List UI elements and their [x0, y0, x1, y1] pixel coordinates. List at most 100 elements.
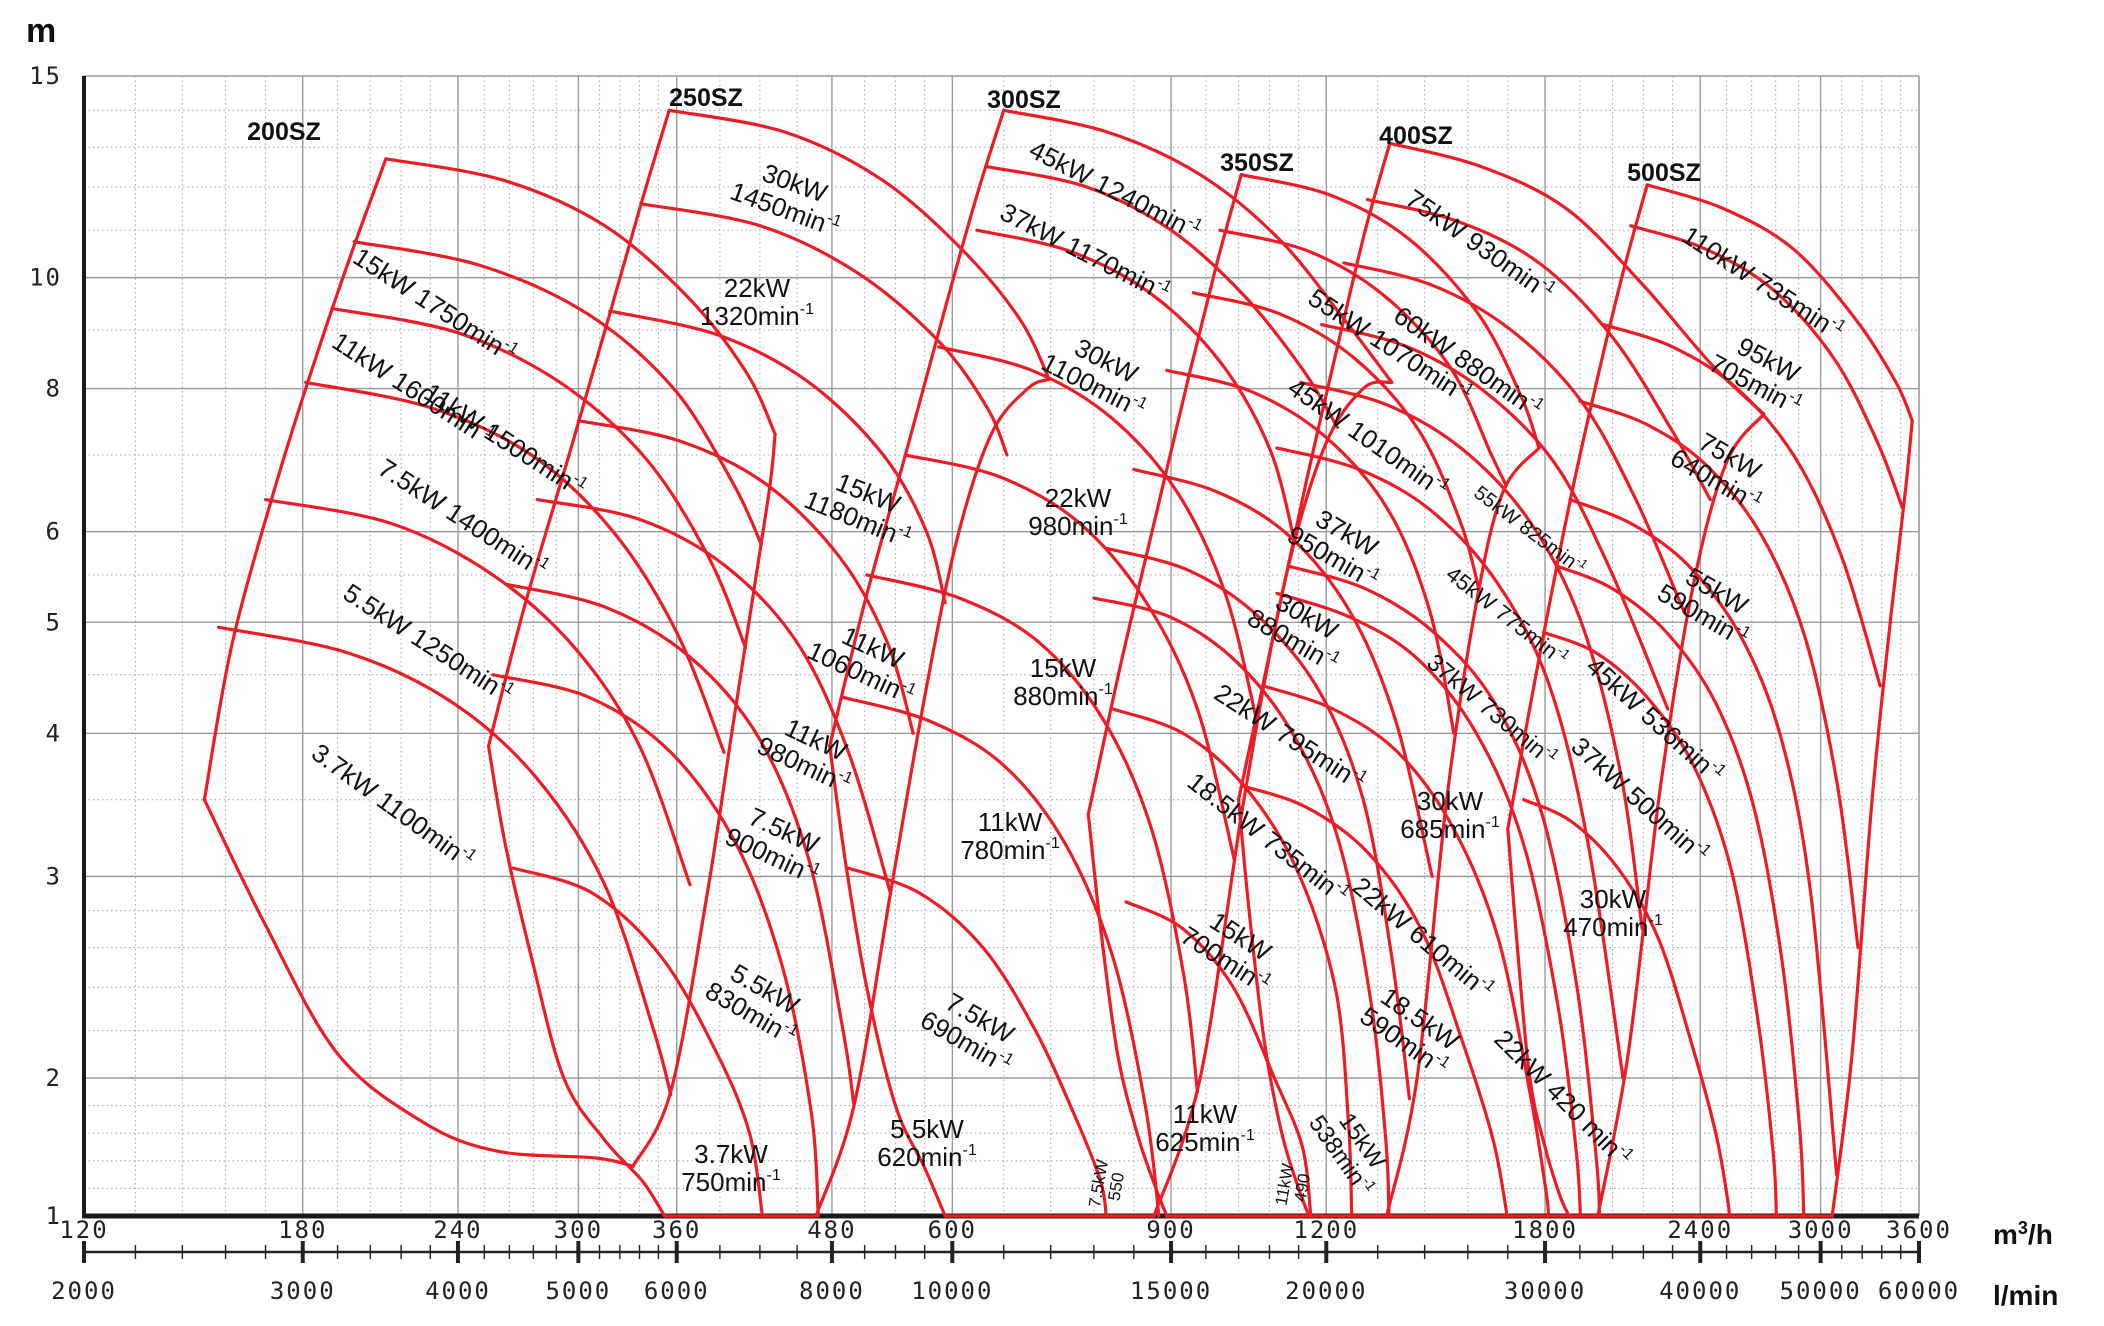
350SZ-arc-550: [1124, 900, 1313, 1218]
300SZ-lowleft: [828, 744, 947, 1218]
250SZ-right: [814, 377, 1051, 1218]
500SZ-lowleft: [1506, 827, 1571, 1218]
250SZ-arc-830: [491, 673, 820, 1218]
series-title-250SZ: 250SZ: [669, 84, 743, 112]
x-tick-lmin-10000: 10000: [911, 1277, 993, 1305]
300SZ-arc-1100: [975, 228, 1296, 542]
curve-label-22kW-980min: 22kW 980min-1: [1028, 483, 1128, 541]
envelope-200SZ: [202, 157, 777, 1168]
y-tick-5: 5: [46, 608, 62, 636]
curve-label-11kW-780min: 11kW 780min-1: [960, 807, 1060, 865]
x-tick-m3h-900: 900: [1146, 1216, 1195, 1244]
350SZ-arc-625: [1111, 707, 1354, 1218]
400SZ-arc-685: [1275, 446, 1625, 1080]
curve-label-30kW-685min: 30kW 685min-1: [1400, 786, 1500, 844]
500SZ-arc-590: [1578, 399, 1860, 950]
400SZ-arc-490: [1239, 784, 1509, 1218]
500SZ-top: [1645, 183, 1914, 423]
500SZ-arc-536: [1568, 497, 1839, 1177]
400SZ-arc-730: [1299, 380, 1644, 931]
200SZ-arc-1500: [330, 306, 748, 650]
400SZ-arc-880: [1365, 197, 1712, 502]
350SZ-lowleft: [1086, 812, 1169, 1218]
envelope-400SZ: [1237, 141, 1766, 1218]
200SZ-bottom: [202, 798, 635, 1168]
300SZ-arc-1170: [985, 165, 1339, 429]
250SZ-lowleft: [486, 744, 667, 1218]
x-tick-lmin-3000: 3000: [270, 1277, 336, 1305]
300SZ-arc-690: [841, 695, 1161, 1218]
curve-label-22kW-1320min: 22kW 1320min-1: [700, 273, 814, 331]
x-tick-lmin-30000: 30000: [1504, 1277, 1586, 1305]
grid-lines: [84, 76, 1919, 1216]
curve-label-11kW-625min: 11kW 625min-1: [1155, 1099, 1255, 1157]
series-title-400SZ: 400SZ: [1379, 122, 1453, 150]
500SZ-arc-640: [1601, 322, 1882, 688]
400SZ-top: [1388, 141, 1766, 416]
400SZ-lowleft: [1237, 798, 1311, 1218]
x-tick-lmin-20000: 20000: [1285, 1277, 1367, 1305]
series-titles: 200SZ 250SZ 300SZ 350SZ 400SZ 500SZ: [247, 84, 1701, 187]
200SZ-left: [202, 157, 388, 802]
350SZ-arc-700: [1092, 596, 1391, 1218]
envelope-300SZ: [828, 108, 1394, 1218]
curve-label-11kW-490: 11kW490: [1272, 1162, 1316, 1210]
y-tick-1: 1: [46, 1202, 62, 1230]
y-axis-unit-label: m: [26, 12, 56, 50]
y-axis-labels: 15 10 8 6 5 4 3 2 1 m: [26, 12, 62, 1230]
500SZ-arc-420: [1522, 798, 1731, 1218]
500SZ-right: [1830, 419, 1914, 1218]
x-tick-m3h-180: 180: [278, 1216, 327, 1244]
x-tick-lmin-4000: 4000: [425, 1277, 491, 1305]
curve-label-3.7kW-750min: 3.7kW 750min-1: [681, 1139, 781, 1197]
400SZ-arc-538: [1261, 684, 1551, 1218]
x-tick-lmin-6000: 6000: [644, 1277, 710, 1305]
series-title-300SZ: 300SZ: [987, 86, 1061, 114]
curve-label-30kW-470min: 30kW 470min-1: [1563, 884, 1663, 942]
x-tick-lmin-50000: 50000: [1780, 1277, 1862, 1305]
x-tick-m3h-360: 360: [652, 1216, 701, 1244]
300SZ-arc-980: [937, 345, 1259, 723]
x-tick-lmin-60000: 60000: [1878, 1277, 1960, 1305]
250SZ-arc-980: [535, 497, 893, 895]
250SZ-arc-1320: [639, 202, 1009, 457]
x-axis-ruler: 120 2000 180 3000 240 4000 300 5000 360 6000 480 80…: [51, 1216, 2058, 1311]
200SZ-arc-1250: [263, 497, 692, 887]
x-tick-m3h-1800: 1800: [1512, 1216, 1578, 1244]
envelope-500SZ: [1506, 183, 1914, 1218]
350SZ-arc-950: [1191, 291, 1481, 591]
400SZ-arc-590: [1275, 591, 1582, 1218]
y-tick-6: 6: [46, 518, 62, 546]
500SZ-arc-500: [1555, 564, 1806, 1218]
350SZ-arc-880: [1165, 368, 1456, 735]
400SZ-arc-775: [1320, 322, 1670, 711]
400SZ-arc-610: [1286, 564, 1602, 1218]
x-tick-m3h-3600: 3600: [1886, 1216, 1952, 1244]
200SZ-arc-1400: [304, 380, 726, 754]
300SZ-arc-880: [903, 453, 1236, 862]
350SZ-top: [1239, 173, 1541, 450]
x-tick-m3h-2400: 2400: [1667, 1216, 1733, 1244]
y-tick-3: 3: [46, 862, 62, 890]
250SZ-arc-1060: [576, 419, 915, 735]
y-tick-15: 15: [29, 62, 62, 90]
series-title-200SZ: 200SZ: [247, 118, 321, 146]
curve-label-5.5kW-620min: 5.5kW 620min-1: [877, 1114, 977, 1172]
350SZ-left: [1086, 173, 1243, 816]
300SZ-left: [828, 108, 1006, 748]
250SZ-top: [667, 108, 1051, 381]
curve-label-15kW-880min: 15kW 880min-1: [1013, 653, 1113, 711]
500SZ-arc-470: [1541, 630, 1778, 1218]
200SZ-arc-1600: [352, 240, 763, 546]
envelope-250SZ: [486, 108, 1051, 1218]
y-tick-4: 4: [46, 719, 62, 747]
x-axis-unit-lmin: l/min: [1993, 1280, 2058, 1311]
500SZ-arc-705: [1629, 224, 1904, 509]
300SZ-arc-620: [846, 866, 1108, 1218]
200SZ-right: [631, 432, 777, 1168]
x-tick-m3h-120: 120: [59, 1216, 108, 1244]
x-tick-m3h-240: 240: [433, 1216, 482, 1244]
x-axis-unit-m3h: m3/h: [1993, 1218, 2053, 1250]
